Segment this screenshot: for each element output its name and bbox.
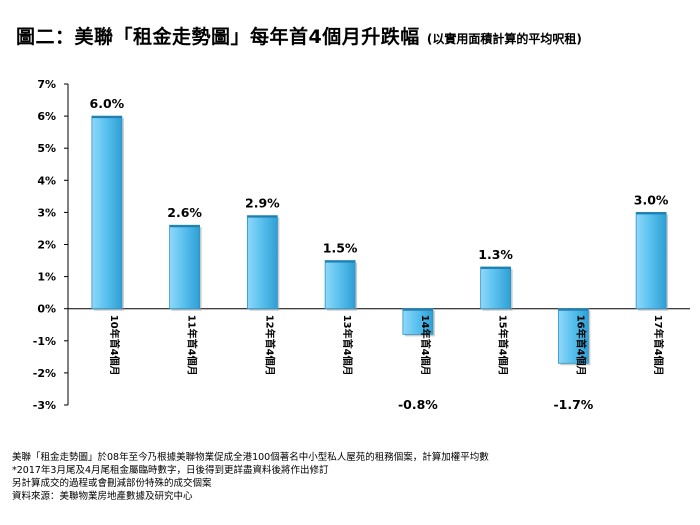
bar-edge xyxy=(169,225,200,228)
y-tick-label: 3% xyxy=(37,206,56,219)
y-tick-label: 7% xyxy=(37,78,56,91)
bar-edge xyxy=(91,116,122,119)
bar xyxy=(169,224,201,310)
bar-chart: 7% 6% 5% 4% 3% 2% 1% 0% -1% -2% -3% 6.0% 10年首4個月 2.6… xyxy=(33,78,690,412)
x-tick-label: 13年首4個月 xyxy=(341,315,354,376)
bar xyxy=(246,215,278,310)
data-label: 1.5% xyxy=(323,241,358,256)
y-tick-label: -1% xyxy=(33,335,56,348)
data-label: 3.0% xyxy=(634,192,669,207)
bar xyxy=(635,211,667,310)
bar xyxy=(91,115,123,310)
data-label: -1.7% xyxy=(553,397,593,412)
footnote-source: 資料來源：美聯物業房地產數據及研究中心 xyxy=(12,491,193,502)
chart-subtitle: (以實用面積計算的平均呎租) xyxy=(426,32,582,46)
y-tick-label: -3% xyxy=(33,399,56,412)
y-tick-label: 1% xyxy=(37,271,56,284)
chart-title: 圖二：美聯「租金走勢圖」每年首4個月升跌幅 (以實用面積計算的平均呎租) xyxy=(16,22,696,49)
chart-bars xyxy=(91,115,669,366)
bar xyxy=(402,308,434,335)
bar xyxy=(324,260,356,310)
footnotes: 美聯「租金走勢圖」於08年至今乃根據美聯物業促成全港100個著名中小型私人屋苑的… xyxy=(12,451,692,503)
bar xyxy=(557,308,589,364)
footnote-1: 美聯「租金走勢圖」於08年至今乃根據美聯物業促成全港100個著名中小型私人屋苑的… xyxy=(12,452,489,463)
bar-edge xyxy=(325,260,356,263)
y-tick-label: 4% xyxy=(37,174,56,187)
x-tick-label: 14年首4個月 xyxy=(419,315,432,376)
data-label: 1.3% xyxy=(478,247,513,262)
y-tick-label: 6% xyxy=(37,110,56,123)
x-tick-label: 12年首4個月 xyxy=(263,315,276,376)
x-tick-label: 16年首4個月 xyxy=(574,315,587,376)
bar-edge xyxy=(402,308,433,311)
y-tick-label: 5% xyxy=(37,142,56,155)
y-tick-label: 2% xyxy=(37,239,56,252)
bar-edge xyxy=(636,212,667,215)
x-tick-label: 15年首4個月 xyxy=(497,315,510,376)
bar-edge xyxy=(558,308,589,311)
data-label: -0.8% xyxy=(398,397,438,412)
footnote-3: 另計算成交的過程或會刪減部份特殊的成交個案 xyxy=(12,478,212,489)
x-tick-label: 11年首4個月 xyxy=(186,315,199,376)
y-tick-label: -2% xyxy=(33,367,56,380)
footnote-2: *2017年3月尾及4月尾租金屬臨時數字，日後得到更詳盡資料後將作出修訂 xyxy=(12,465,329,476)
bar-edge xyxy=(247,215,278,218)
bar xyxy=(480,266,512,310)
chart-title-main: 圖二：美聯「租金走勢圖」每年首4個月升跌幅 xyxy=(16,26,420,48)
data-label: 2.6% xyxy=(167,205,202,220)
chart-axes: 7% 6% 5% 4% 3% 2% 1% 0% -1% -2% -3% xyxy=(33,78,690,412)
chart-labels: 6.0% 10年首4個月 2.6% 11年首4個月 2.9% 12年首4個月 1.5% 13年… xyxy=(90,96,669,412)
data-label: 2.9% xyxy=(245,196,280,211)
x-tick-label: 10年首4個月 xyxy=(108,315,121,376)
bar-edge xyxy=(480,266,511,269)
y-tick-label: 0% xyxy=(37,303,56,316)
data-label: 6.0% xyxy=(90,96,125,111)
x-tick-label: 17年首4個月 xyxy=(652,315,665,376)
